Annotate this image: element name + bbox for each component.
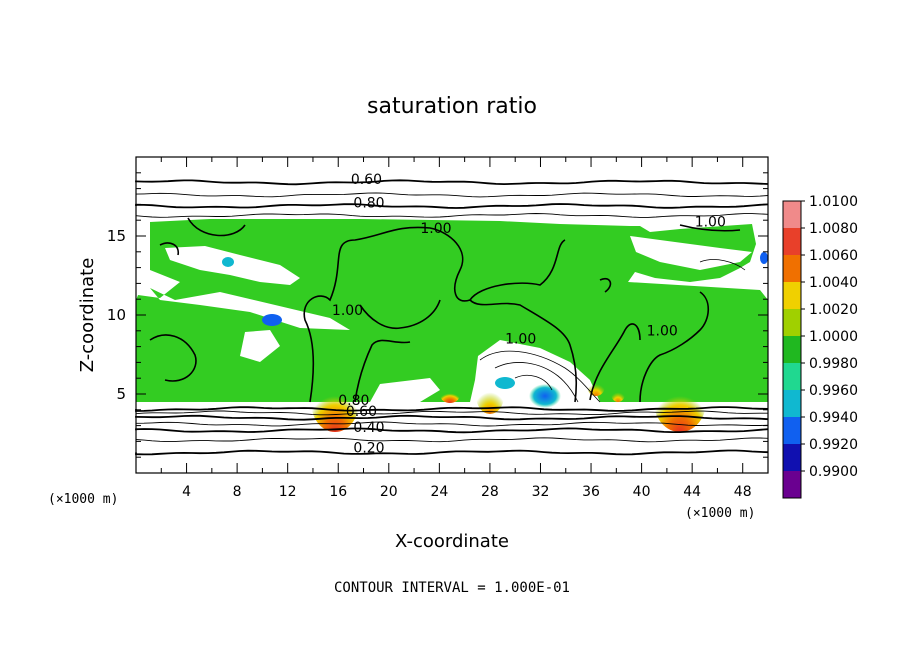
isoline — [135, 414, 769, 421]
contour-label: 1.00 — [647, 324, 678, 340]
contour-label: 0.80 — [338, 393, 369, 409]
x-units-left: (×1000 m) — [48, 492, 118, 507]
colorbar-label: 0.9940 — [809, 410, 858, 426]
dry-region-contours — [479, 259, 746, 403]
hotspot — [311, 372, 359, 432]
colorbar-label: 1.0000 — [809, 329, 858, 345]
colorbar-label: 0.9920 — [809, 437, 858, 453]
isoline — [135, 179, 769, 186]
x-tick-label: 4 — [182, 484, 191, 500]
colorbar-label: 1.0020 — [809, 302, 858, 318]
contour-labels: 0.600.801.00 1.001.001.00 1.000.800.600.40… — [332, 172, 726, 457]
contour-label: 0.80 — [353, 196, 384, 212]
contour-label: 1.00 — [420, 221, 451, 237]
isoline — [135, 213, 769, 218]
colorbar-swatch — [783, 444, 801, 471]
hotspot — [611, 386, 625, 402]
x-tick-label: 36 — [582, 484, 600, 500]
hotspot — [529, 384, 561, 408]
hotspot — [440, 387, 460, 403]
x-tick-label: 32 — [532, 484, 550, 500]
field-region — [136, 219, 768, 402]
isoline — [135, 437, 769, 443]
isolines — [135, 179, 769, 456]
contour-label: 1.00 — [332, 303, 363, 319]
cool-patch — [760, 252, 768, 264]
isoline — [135, 406, 769, 412]
isoline — [135, 449, 769, 456]
colorbar-swatch — [783, 417, 801, 444]
x-tick-label: 28 — [481, 484, 499, 500]
x-axis: 4 8 12 16 20 24 28 32 36 40 44 48 — [160, 157, 752, 500]
colorbar-swatch — [783, 201, 801, 228]
contour-label: 0.60 — [351, 172, 382, 188]
isoline — [135, 410, 768, 416]
colorbar-label: 1.0040 — [809, 275, 858, 291]
y-tick-label: 15 — [107, 227, 126, 245]
colorbar-swatch — [783, 255, 801, 282]
cool-patch — [262, 314, 282, 326]
colorbar-label: 0.9980 — [809, 356, 858, 372]
contour-label: 1.00 — [695, 215, 726, 231]
x-tick-label: 12 — [279, 484, 297, 500]
chart-title: saturation ratio — [367, 94, 537, 119]
colorbar-label: 1.0100 — [809, 194, 858, 210]
x-tick-label: 40 — [633, 484, 651, 500]
x-axis-label: X-coordinate — [395, 531, 509, 552]
colorbar: 1.0100 1.0080 1.0060 1.0040 1.0020 1.0000 0.99… — [782, 194, 858, 499]
y-tick-label: 5 — [116, 385, 126, 403]
contour-interval: CONTOUR INTERVAL = 1.000E-01 — [334, 580, 570, 596]
colorbar-swatch — [783, 282, 801, 309]
x-tick-label: 16 — [329, 484, 347, 500]
x-tick-label: 48 — [734, 484, 752, 500]
y-axis: 5 10 15 — [107, 172, 768, 458]
contour-100 — [149, 217, 741, 403]
colorbar-label: 1.0080 — [809, 221, 858, 237]
isoline — [135, 427, 769, 434]
hotspot — [476, 378, 504, 414]
colorbar-frame — [782, 200, 802, 499]
colorbar-swatch — [783, 471, 801, 498]
colorbar-swatch — [783, 363, 801, 390]
x-tick-label: 20 — [380, 484, 398, 500]
y-tick-label: 10 — [107, 306, 126, 324]
colorbar-swatch — [783, 336, 801, 363]
colorbar-swatch — [783, 309, 801, 336]
isoline — [135, 192, 769, 198]
colorbar-label: 0.9900 — [809, 464, 858, 480]
cool-patch — [222, 257, 234, 267]
x-units-right: (×1000 m) — [685, 506, 755, 521]
x-tick-label: 24 — [430, 484, 448, 500]
colorbar-swatch — [783, 390, 801, 417]
colorbar-swatch — [783, 228, 801, 255]
colorbar-label: 1.0060 — [809, 248, 858, 264]
colorbar-label: 0.9960 — [809, 383, 858, 399]
isoline — [135, 203, 769, 209]
x-tick-label: 8 — [233, 484, 242, 500]
isoline — [135, 421, 769, 427]
contour-label: 0.20 — [353, 440, 384, 456]
x-tick-label: 44 — [683, 484, 701, 500]
contour-label: 0.40 — [353, 420, 384, 436]
contour-label: 1.00 — [505, 331, 536, 347]
contour-label: 0.60 — [346, 404, 377, 420]
y-axis-label: Z-coordinate — [77, 258, 98, 373]
